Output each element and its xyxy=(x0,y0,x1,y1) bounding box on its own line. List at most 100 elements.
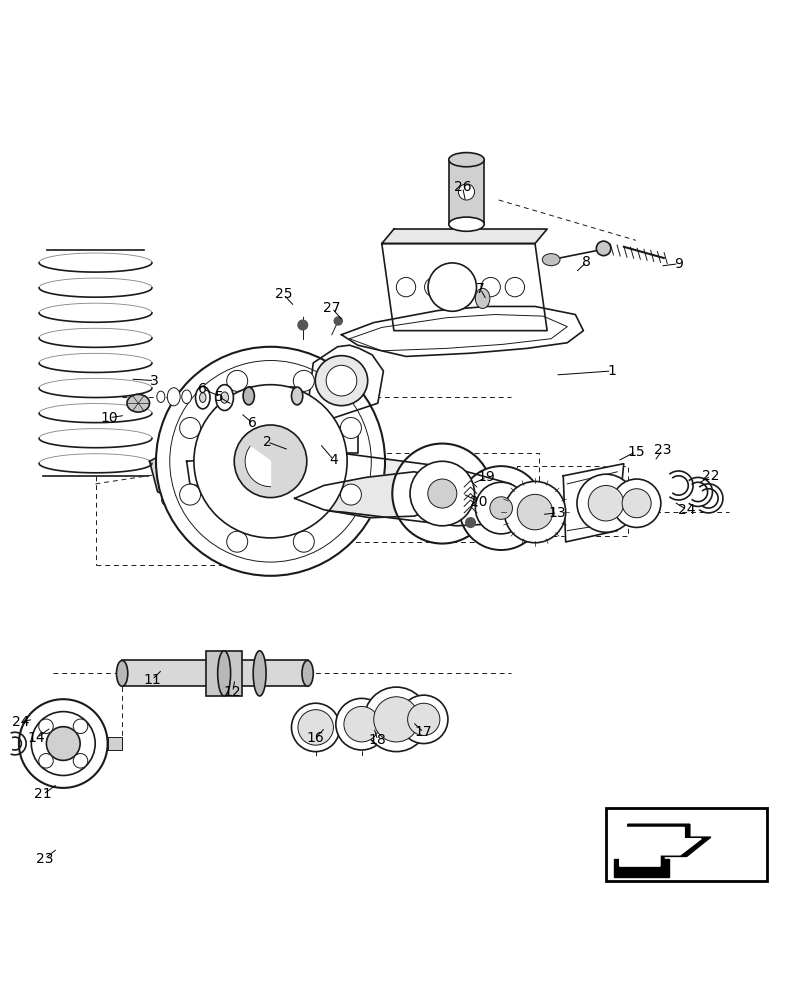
Text: 2: 2 xyxy=(263,435,272,449)
Text: 23: 23 xyxy=(36,852,54,866)
Polygon shape xyxy=(349,315,567,351)
Circle shape xyxy=(504,277,524,297)
Ellipse shape xyxy=(448,153,483,167)
Ellipse shape xyxy=(315,356,367,406)
Text: 22: 22 xyxy=(702,469,719,483)
Ellipse shape xyxy=(191,492,204,508)
Circle shape xyxy=(340,484,361,505)
Ellipse shape xyxy=(298,710,333,745)
Bar xyxy=(613,859,668,877)
Circle shape xyxy=(73,754,88,768)
Text: 21: 21 xyxy=(34,787,52,801)
Ellipse shape xyxy=(157,391,165,402)
Ellipse shape xyxy=(344,706,379,742)
Ellipse shape xyxy=(595,241,610,256)
Polygon shape xyxy=(190,410,251,421)
Polygon shape xyxy=(381,229,547,244)
Text: 11: 11 xyxy=(143,673,161,687)
Circle shape xyxy=(298,320,307,330)
Text: 24: 24 xyxy=(11,715,29,729)
Circle shape xyxy=(453,277,471,297)
Polygon shape xyxy=(307,427,357,453)
Circle shape xyxy=(234,425,307,498)
Ellipse shape xyxy=(200,393,206,402)
Ellipse shape xyxy=(326,365,356,396)
Circle shape xyxy=(587,485,623,521)
Polygon shape xyxy=(305,345,383,427)
Polygon shape xyxy=(168,440,206,460)
Bar xyxy=(248,387,297,405)
Circle shape xyxy=(577,474,634,532)
Ellipse shape xyxy=(474,288,489,308)
Circle shape xyxy=(480,277,500,297)
Bar xyxy=(206,651,242,696)
Text: 4: 4 xyxy=(328,453,337,467)
Ellipse shape xyxy=(302,660,313,686)
Text: 24: 24 xyxy=(677,503,694,517)
Ellipse shape xyxy=(177,494,187,506)
Bar xyxy=(108,737,122,750)
Bar xyxy=(448,160,483,224)
Circle shape xyxy=(194,385,346,538)
Text: 18: 18 xyxy=(368,733,386,747)
Text: 19: 19 xyxy=(477,470,495,484)
Circle shape xyxy=(340,418,361,438)
Bar xyxy=(122,660,307,686)
Ellipse shape xyxy=(208,493,220,507)
Text: 25: 25 xyxy=(274,287,292,301)
Circle shape xyxy=(489,497,512,519)
Circle shape xyxy=(32,712,95,775)
Circle shape xyxy=(73,719,88,734)
Ellipse shape xyxy=(448,217,483,231)
Text: 7: 7 xyxy=(475,282,484,296)
Circle shape xyxy=(169,361,371,562)
Circle shape xyxy=(458,184,474,200)
Circle shape xyxy=(226,370,247,391)
Text: 12: 12 xyxy=(224,685,241,699)
Polygon shape xyxy=(294,472,454,518)
Ellipse shape xyxy=(542,254,560,266)
Text: 16: 16 xyxy=(307,731,324,745)
Ellipse shape xyxy=(127,394,149,412)
Ellipse shape xyxy=(182,390,191,404)
Ellipse shape xyxy=(407,703,440,735)
Ellipse shape xyxy=(373,697,418,742)
Ellipse shape xyxy=(195,386,210,409)
Polygon shape xyxy=(149,419,252,506)
Circle shape xyxy=(179,484,200,505)
Text: 27: 27 xyxy=(323,301,340,315)
Polygon shape xyxy=(619,827,700,866)
Circle shape xyxy=(293,370,314,391)
Circle shape xyxy=(226,531,247,552)
Ellipse shape xyxy=(116,660,127,686)
Text: 8: 8 xyxy=(581,255,590,269)
Ellipse shape xyxy=(291,703,340,752)
Ellipse shape xyxy=(399,695,448,744)
Text: 3: 3 xyxy=(150,374,159,388)
Polygon shape xyxy=(563,464,623,542)
Circle shape xyxy=(459,466,543,550)
Polygon shape xyxy=(341,306,582,356)
Text: 6: 6 xyxy=(248,416,257,430)
Circle shape xyxy=(39,754,54,768)
Ellipse shape xyxy=(253,651,266,696)
Circle shape xyxy=(392,444,491,544)
Ellipse shape xyxy=(336,698,387,750)
Circle shape xyxy=(293,531,314,552)
Circle shape xyxy=(19,699,108,788)
Text: 13: 13 xyxy=(548,506,566,520)
Circle shape xyxy=(465,518,474,527)
Ellipse shape xyxy=(216,385,233,410)
Ellipse shape xyxy=(242,387,254,405)
Ellipse shape xyxy=(167,388,180,406)
Ellipse shape xyxy=(221,392,229,403)
Polygon shape xyxy=(168,461,206,484)
Text: 1: 1 xyxy=(607,364,616,378)
Text: 10: 10 xyxy=(101,411,118,425)
Circle shape xyxy=(39,719,54,734)
Text: 5: 5 xyxy=(214,390,223,404)
Text: 9: 9 xyxy=(673,257,682,271)
Circle shape xyxy=(179,418,200,438)
Polygon shape xyxy=(245,446,270,487)
Circle shape xyxy=(396,277,415,297)
